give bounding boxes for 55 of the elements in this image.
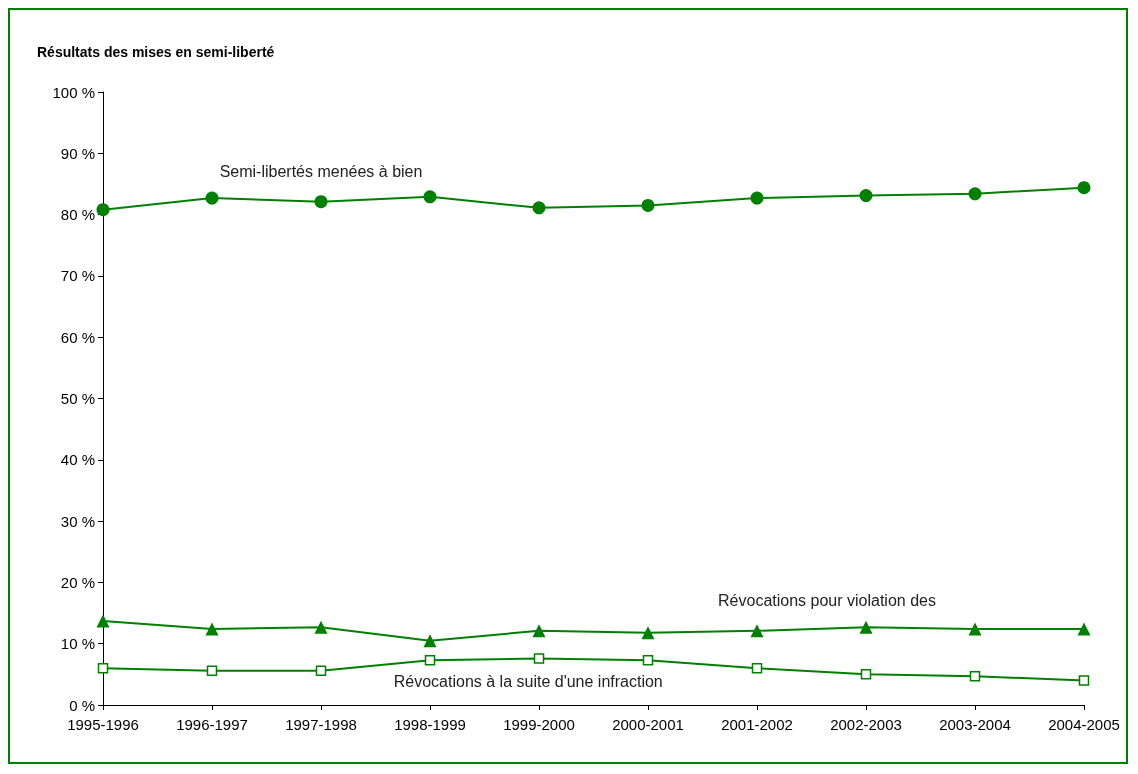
chart-title: Résultats des mises en semi-liberté [37,44,275,60]
point [860,669,872,680]
point [750,191,764,205]
point [968,187,982,201]
x-tick-label: 2003-2004 [939,716,1011,733]
series-label: Révocations pour violation des [718,592,936,610]
series-label: Révocations à la suite d'une infraction [393,673,663,691]
x-tick-label: 2000-2001 [612,716,684,733]
x-tick-label: 1999-2000 [503,716,575,733]
point [751,662,763,674]
point [206,665,218,676]
point [750,624,764,638]
x-tick-label: 1995-1996 [67,716,139,733]
point [532,201,546,215]
y-tick-label: 90 % [60,144,95,162]
point [424,655,436,666]
x-tick-label: 1998-1999 [394,716,466,733]
y-tick-label: 100 % [52,83,95,101]
point [205,191,219,205]
point [315,665,327,676]
y-tick-label: 0 % [69,696,95,714]
point [423,190,437,204]
x-tick-label: 2002-2003 [830,716,902,733]
point [533,653,545,664]
x-tick-label: 2001-2002 [721,716,793,733]
x-tick-label: 2004-2005 [1048,716,1120,733]
point [969,670,981,682]
y-tick-label: 40 % [60,451,95,469]
point [97,662,109,674]
point [1078,675,1090,686]
point [642,655,654,666]
y-tick-label: 10 % [60,635,95,653]
y-tick-label: 30 % [60,512,95,530]
point [314,620,328,634]
point [96,203,110,217]
point [96,614,110,628]
point [1077,622,1091,636]
point [859,189,873,203]
point [968,622,982,636]
x-tick-label: 1996-1997 [176,716,248,733]
point [641,198,655,212]
point [859,620,873,634]
point [205,622,219,636]
y-tick-label: 70 % [60,267,95,285]
y-tick-label: 20 % [60,573,95,591]
y-tick-label: 80 % [60,206,95,224]
y-tick-label: 50 % [60,390,95,407]
point [423,634,437,648]
series-label: Semi-libertés menées à bien [219,163,423,181]
point [641,626,655,640]
point [1077,181,1091,195]
point [532,624,546,638]
point [314,195,328,209]
x-tick-label: 1997-1998 [285,716,357,733]
y-tick-label: 60 % [60,328,95,346]
